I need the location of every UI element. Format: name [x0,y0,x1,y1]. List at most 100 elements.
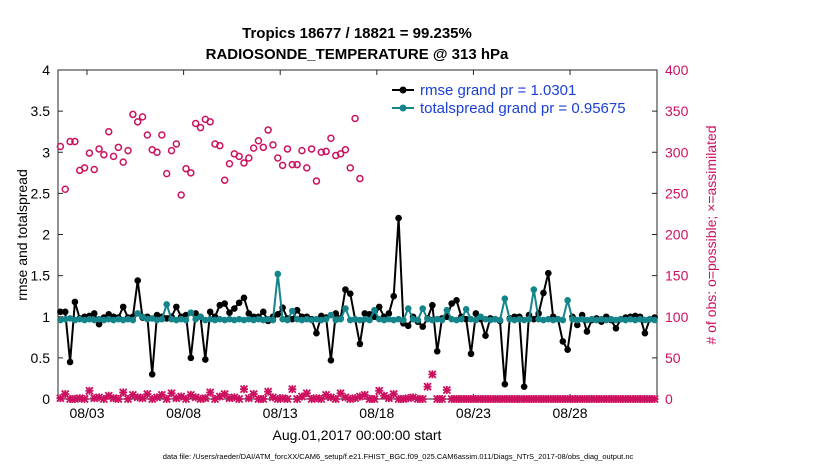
possible-obs-marker [90,165,98,174]
x-axis-label: Aug.01,2017 00:00:00 start [273,427,442,443]
x-tick-label: 08/18 [359,405,394,421]
possible-obs-marker [138,113,147,121]
rmse-point [501,380,509,388]
possible-obs-marker [240,159,248,167]
assimilated-obs-marker [288,384,297,394]
possible-obs-marker [191,119,200,128]
possible-obs-marker [133,118,142,126]
y-tick-label: 0.5 [31,350,51,366]
possible-obs-marker [269,141,277,149]
y-axis-label: rmse and totalspread [14,169,30,301]
possible-obs-marker [153,148,161,156]
rmse-point [61,308,69,316]
rmse-point [564,346,571,353]
totalspread-point [404,305,412,312]
rmse-point [573,321,581,329]
y-right-tick-label: 300 [665,144,689,160]
rmse-point [530,315,538,323]
x-tick-label: 08/03 [69,405,104,421]
rmse-point [482,332,489,339]
possible-obs-marker [327,134,335,143]
possible-obs-marker [187,169,195,177]
totalspread-point [438,316,446,324]
totalspread-point [134,310,142,317]
assimilated-obs-marker [80,394,89,404]
totalspread-point [129,316,137,324]
footnote: data file: /Users/raeder/DAI/ATM_forcXX/… [163,452,634,461]
assimilated-obs-marker [206,388,215,397]
y-right-tick-label: 0 [665,391,673,407]
possible-obs-marker [245,154,253,162]
totalspread-point [197,313,204,321]
y-right-tick-label: 150 [665,268,689,284]
totalspread-point [322,315,330,323]
assimilated-obs-marker [157,390,166,400]
possible-obs-marker [264,126,272,134]
rmse-point [245,310,253,317]
possible-obs-marker [288,160,297,169]
possible-obs-marker [356,174,364,183]
assimilated-obs-marker [297,392,307,401]
possible-obs-marker [66,137,74,146]
possible-obs-marker [225,160,234,168]
rmse-point [274,310,282,318]
possible-obs-marker [259,143,268,152]
legend-rmse-label: rmse grand pr = 1.0301 [420,82,576,99]
possible-obs-marker [293,160,301,169]
rmse-point [57,308,64,316]
rmse-point [395,214,402,222]
totalspread-point [559,316,567,324]
assimilated-obs-marker [104,391,113,400]
y-right-tick-label: 400 [665,62,689,78]
rmse-point [462,315,470,323]
assimilated-obs-marker [181,394,191,404]
possible-obs-marker [249,144,258,152]
rmse-point [342,286,349,293]
possible-obs-marker [206,118,214,126]
x-tick-label: 08/23 [456,405,491,421]
y-tick-label: 0 [42,391,50,407]
possible-obs-marker [254,136,263,145]
possible-obs-marker [303,164,311,172]
rmse-point [545,269,552,277]
totalspread-point [342,305,349,312]
assimilated-obs-marker [114,394,123,404]
chart-subtitle: RADIOSONDE_TEMPERATURE @ 313 hPa [206,46,509,63]
possible-obs-marker [104,127,113,136]
totalspread-point [337,315,344,323]
possible-obs-marker [158,131,166,139]
assimilated-obs-marker [259,394,268,404]
totalspread-point [443,306,451,314]
rmse-point [90,310,98,317]
possible-obs-marker [80,164,89,172]
assimilated-obs-marker [428,370,437,379]
possible-obs-marker [283,145,292,153]
totalspread-point [501,295,509,302]
totalspread-point [472,316,480,324]
rmse-point [467,350,475,358]
totalspread-point [366,316,373,324]
possible-obs-marker [172,140,181,148]
possible-obs-marker [177,191,185,199]
legend-rmse-marker [399,86,407,94]
rmse-point [356,340,364,348]
rmse-point [260,308,267,316]
rmse-point [583,328,591,335]
possible-obs-marker [85,149,94,157]
rmse-point [66,358,74,366]
assimilated-obs-marker [119,388,128,397]
rmse-point [433,347,441,355]
y-tick-label: 4 [42,62,50,78]
rmse-point [226,309,233,316]
rmse-point [453,297,460,304]
possible-obs-marker [351,114,359,123]
rmse-point [385,310,393,317]
rmse-point [559,338,567,345]
totalspread-point [182,316,190,324]
y-right-tick-label: 250 [665,185,689,201]
possible-obs-marker [307,145,316,153]
possible-obs-marker [322,147,330,156]
totalspread-point [274,270,282,278]
possible-obs-marker [346,164,355,172]
possible-obs-marker [114,143,123,152]
